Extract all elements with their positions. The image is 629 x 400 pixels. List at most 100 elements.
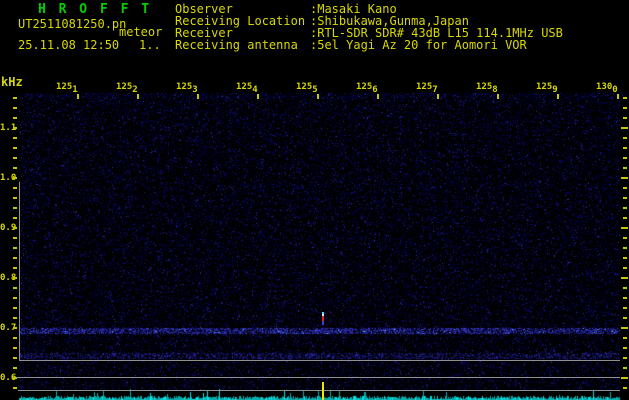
y-axis-label: 1.0 <box>0 173 17 183</box>
info-value: :RTL-SDR SDR# 43dB L15 114.1MHz USB <box>310 26 563 40</box>
separator-line <box>19 360 620 361</box>
separator-line <box>18 390 620 391</box>
info-label: Receiver <box>175 26 233 40</box>
y-axis-label: 0.6 <box>0 373 17 383</box>
x-axis-label-text: 7 <box>432 85 438 95</box>
y-axis-tick-right <box>623 187 627 189</box>
y-axis-tick-right <box>623 307 627 309</box>
y-axis-tick-left <box>13 187 17 189</box>
y-axis-tick-right <box>623 167 627 169</box>
y-axis-tick-left <box>13 137 17 139</box>
y-axis-tick-left <box>13 307 17 309</box>
x-axis-label-text: 125 <box>356 82 373 92</box>
y-axis-tick-right <box>623 197 627 199</box>
app-title: H R O F F T <box>38 2 152 17</box>
y-axis-tick-right <box>623 357 627 359</box>
x-axis-label-text: 2 <box>132 85 138 95</box>
y-axis-tick-left <box>13 147 17 149</box>
y-axis-tick-left <box>13 127 17 129</box>
x-axis-label-text: 8 <box>492 85 498 95</box>
y-axis-tick-right <box>623 337 627 339</box>
mode-label: meteor <box>119 25 163 39</box>
y-axis-tick-left <box>13 257 17 259</box>
x-axis-label-text: 125 <box>236 82 253 92</box>
info-label: Receiving Location <box>175 14 306 28</box>
y-axis-tick-left <box>13 327 17 329</box>
x-axis-tick <box>437 94 439 99</box>
info-label: Receiving antenna <box>175 38 298 52</box>
meteor-echo-segment <box>322 312 324 314</box>
x-axis-label-text: 1 <box>72 85 78 95</box>
y-axis-label: 0.8 <box>0 273 17 283</box>
x-axis-tick <box>557 94 559 99</box>
x-axis-tick <box>377 94 379 99</box>
x-axis-label: 1300 <box>596 82 618 95</box>
y-axis-tick-right <box>623 347 627 349</box>
y-axis-unit: kHz <box>1 75 23 89</box>
x-axis-label: 1252 <box>116 82 138 95</box>
y-axis-tick-left <box>13 287 17 289</box>
datetime-label: 25.11.08 12:50 <box>18 38 120 52</box>
y-axis-tick-left <box>13 237 17 239</box>
meteor-echo-segment <box>322 314 324 316</box>
x-axis-label: 1255 <box>296 82 318 95</box>
y-axis-tick-right <box>623 257 627 259</box>
y-axis-label: 0.7 <box>0 323 17 333</box>
y-axis-tick-right <box>623 137 627 139</box>
x-axis-label-text: 125 <box>536 82 553 92</box>
x-axis-tick <box>77 94 79 99</box>
y-axis-tick-right <box>621 177 628 179</box>
separator-line <box>16 377 620 378</box>
x-axis-tick <box>137 94 139 99</box>
y-axis-tick-right <box>623 267 627 269</box>
y-axis-tick-right <box>623 317 627 319</box>
y-axis-tick-left <box>13 367 17 369</box>
y-axis-tick-right <box>623 207 627 209</box>
y-axis-tick-left <box>13 267 17 269</box>
meteor-marker <box>322 382 324 400</box>
info-value: :Shibukawa,Gunma,Japan <box>310 14 469 28</box>
y-axis-tick-right <box>623 297 627 299</box>
y-axis-tick-left <box>13 247 17 249</box>
y-axis-tick-left <box>13 217 17 219</box>
y-axis-tick-left <box>13 277 17 279</box>
echo-count-label: 1.. <box>139 38 161 52</box>
y-axis-tick-right <box>623 287 627 289</box>
x-axis-label: 1256 <box>356 82 378 95</box>
x-axis-tick <box>197 94 199 99</box>
y-axis-tick-right <box>621 377 628 379</box>
y-axis-tick-right <box>621 127 628 129</box>
x-axis-label-text: 125 <box>416 82 433 92</box>
y-axis-tick-left <box>13 177 17 179</box>
y-axis-tick-right <box>621 227 628 229</box>
y-axis-tick-left <box>13 387 17 389</box>
y-axis-tick-right <box>623 107 627 109</box>
y-axis-label: 1.1 <box>0 123 17 133</box>
x-axis-tick <box>257 94 259 99</box>
y-axis-tick-right <box>623 367 627 369</box>
y-axis-tick-right <box>623 217 627 219</box>
y-axis-tick-left <box>13 317 17 319</box>
y-axis-tick-left <box>13 207 17 209</box>
y-axis-label: 0.9 <box>0 223 17 233</box>
x-axis-label: 1251 <box>56 82 78 95</box>
x-axis-label-text: 5 <box>312 85 318 95</box>
y-axis-tick-right <box>621 277 628 279</box>
meteor-echo-segment <box>322 316 324 321</box>
x-axis-label-text: 125 <box>296 82 313 92</box>
y-axis-tick-left <box>13 197 17 199</box>
info-value: :5el Yagi Az 20 for Aomori VOR <box>310 38 527 52</box>
x-axis-label: 1257 <box>416 82 438 95</box>
x-axis-label-text: 9 <box>552 85 558 95</box>
y-axis-tick-right <box>623 147 627 149</box>
meteor-echo-segment <box>322 321 324 325</box>
y-axis-tick-left <box>13 337 17 339</box>
x-axis-label: 1253 <box>176 82 198 95</box>
x-axis-label-text: 130 <box>596 82 613 92</box>
y-axis-tick-left <box>13 227 17 229</box>
x-axis-label-text: 3 <box>192 85 198 95</box>
y-axis-tick-left <box>13 377 17 379</box>
info-label: Observer <box>175 2 233 16</box>
